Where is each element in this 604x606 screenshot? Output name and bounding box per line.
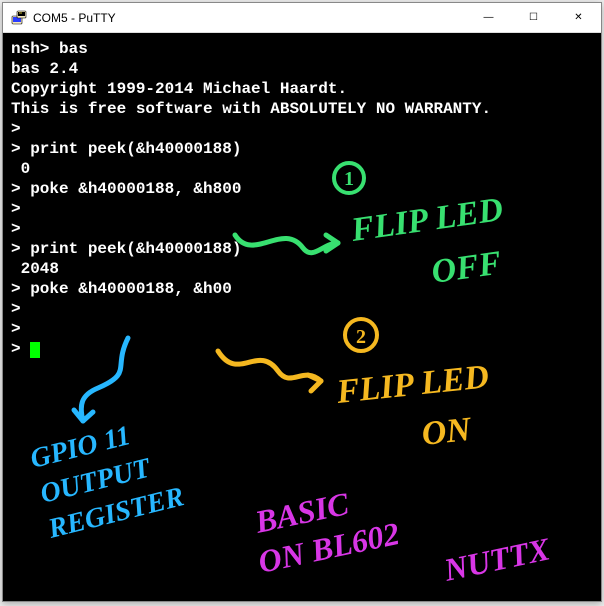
terminal-line: > bbox=[11, 119, 593, 139]
terminal-line: Copyright 1999-2014 Michael Haardt. bbox=[11, 79, 593, 99]
terminal-line: > poke &h40000188, &h00 bbox=[11, 279, 593, 299]
maximize-button[interactable]: ☐ bbox=[511, 3, 556, 32]
terminal-pane[interactable]: nsh> basbas 2.4Copyright 1999-2014 Micha… bbox=[3, 33, 601, 601]
annotation-gpio-3: REGISTER bbox=[44, 481, 187, 545]
terminal-line: > bbox=[11, 319, 593, 339]
terminal-line: > bbox=[11, 199, 593, 219]
annotation-flip-on-2: ON bbox=[420, 411, 474, 453]
close-button[interactable]: ✕ bbox=[556, 3, 601, 32]
terminal-line: bas 2.4 bbox=[11, 59, 593, 79]
annotation-basic-2: ON BL602 bbox=[255, 515, 402, 580]
terminal-line: > bbox=[11, 219, 593, 239]
terminal-output: nsh> basbas 2.4Copyright 1999-2014 Micha… bbox=[11, 39, 593, 359]
terminal-line: This is free software with ABSOLUTELY NO… bbox=[11, 99, 593, 119]
window-title: COM5 - PuTTY bbox=[33, 11, 466, 25]
terminal-line: > poke &h40000188, &h800 bbox=[11, 179, 593, 199]
app-window: COM5 - PuTTY — ☐ ✕ nsh> basbas 2.4Copyri… bbox=[2, 2, 602, 602]
terminal-cursor bbox=[30, 342, 40, 358]
annotation-basic-3: NUTTX bbox=[440, 530, 553, 588]
window-controls: — ☐ ✕ bbox=[466, 3, 601, 32]
putty-icon bbox=[11, 10, 27, 26]
annotation-gpio-2: OUTPUT bbox=[37, 452, 155, 510]
terminal-line: 0 bbox=[11, 159, 593, 179]
terminal-line: > bbox=[11, 339, 593, 359]
terminal-line: nsh> bas bbox=[11, 39, 593, 59]
terminal-line: > print peek(&h40000188) bbox=[11, 239, 593, 259]
titlebar[interactable]: COM5 - PuTTY — ☐ ✕ bbox=[3, 3, 601, 33]
terminal-line: > print peek(&h40000188) bbox=[11, 139, 593, 159]
terminal-line: > bbox=[11, 299, 593, 319]
annotation-flip-on-1: FLIP LED bbox=[334, 358, 491, 411]
minimize-button[interactable]: — bbox=[466, 3, 511, 32]
annotation-basic-1: BASIC bbox=[251, 485, 352, 540]
terminal-line: 2048 bbox=[11, 259, 593, 279]
annotation-gpio-1: GPIO 11 bbox=[27, 420, 133, 475]
